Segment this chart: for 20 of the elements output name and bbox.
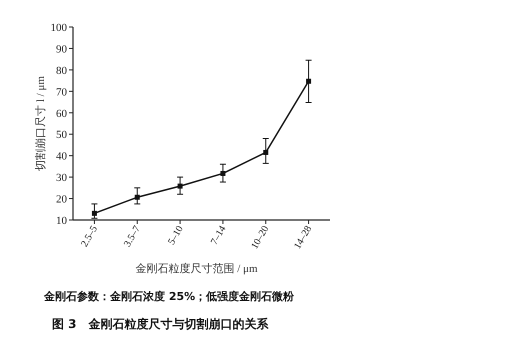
y-tick-label: 40	[56, 150, 68, 163]
y-tick-label: 10	[56, 215, 68, 227]
y-axis-title: 切割崩口尺寸 l / μm	[34, 76, 47, 171]
y-tick-label: 60	[56, 108, 68, 120]
point	[178, 184, 183, 189]
text: 图 3 金刚石粒度尺寸与切割崩口的关系	[52, 317, 270, 331]
y-tick-label: 90	[56, 43, 68, 56]
point	[220, 170, 226, 176]
text: 金刚石参数：金刚石浓度 25%；低强度金刚石微粉	[43, 290, 296, 303]
y-tick-label: 50	[56, 129, 68, 142]
point	[92, 210, 97, 216]
point	[306, 78, 312, 84]
point	[134, 194, 140, 200]
y-tick-label: 80	[56, 64, 68, 77]
y-tick-label: 30	[56, 172, 68, 184]
y-tick-label: 20	[56, 194, 68, 206]
x-axis-title: 金刚石粒度尺寸范围 / μm	[135, 262, 258, 275]
y-tick-label: 100	[50, 22, 68, 34]
point	[263, 150, 268, 155]
y-tick-label: 70	[56, 86, 68, 98]
